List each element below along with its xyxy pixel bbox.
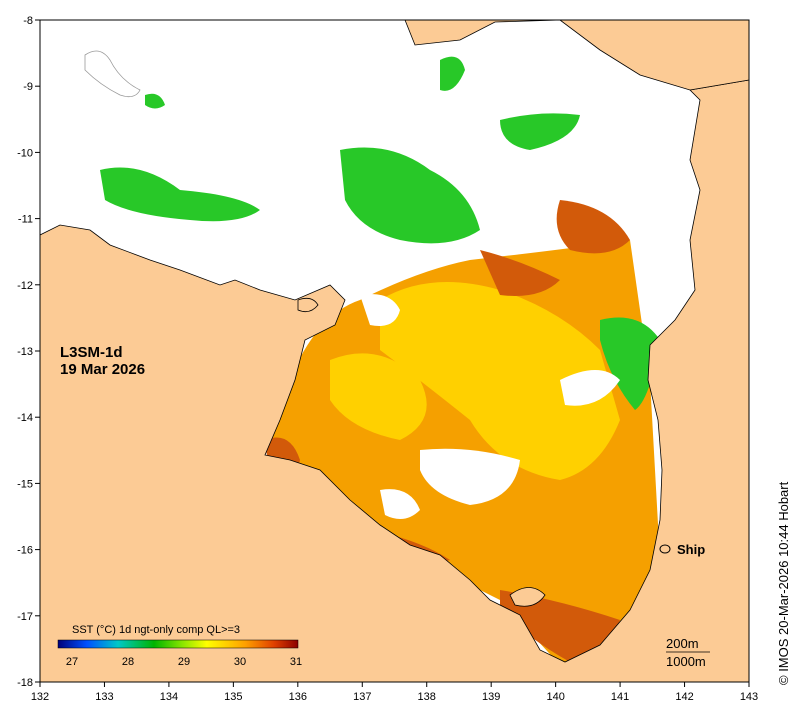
sst-mild-region-west — [330, 353, 427, 440]
no-data-hole-1 — [360, 294, 400, 326]
y-tick-label: -15 — [17, 478, 33, 490]
y-tick-label: -17 — [17, 611, 33, 623]
x-tick-label: 139 — [482, 691, 500, 703]
island-outline-tanimbar — [84, 50, 141, 98]
land-new-guinea — [404, 20, 749, 91]
contour-label-1000m: 1000m — [666, 654, 706, 669]
colorbar-ticks: 27 28 29 30 31 — [66, 656, 302, 668]
x-tick-label: 142 — [675, 691, 693, 703]
colorbar-tick-label: 29 — [178, 656, 190, 668]
sst-cool-northwest — [100, 167, 260, 222]
colorbar-title: SST (°C) 1d ngt-only comp QL>=3 — [72, 624, 240, 636]
x-tick-label: 143 — [740, 691, 758, 703]
y-tick-label: -18 — [17, 677, 33, 689]
sst-cool-north — [340, 147, 480, 244]
colorbar-tick-label: 30 — [234, 656, 246, 668]
date-label: 19 Mar 2026 — [60, 361, 145, 378]
map-layers — [40, 20, 749, 682]
sst-mild-region — [380, 282, 620, 480]
x-tick-label: 132 — [31, 691, 49, 703]
colorbar-tick-label: 31 — [290, 656, 302, 668]
x-tick-label: 137 — [353, 691, 371, 703]
y-tick-label: -13 — [17, 346, 33, 358]
ship-label: Ship — [677, 542, 705, 557]
x-tick-label: 138 — [418, 691, 436, 703]
land-mornington-island — [509, 587, 546, 607]
product-label: L3SM-1d — [60, 344, 123, 361]
no-data-hole-4 — [560, 370, 620, 406]
x-tick-label: 136 — [289, 691, 307, 703]
timor-outline — [40, 20, 140, 35]
colorbar-tick-label: 27 — [66, 656, 78, 668]
x-axis: 132 133 134 135 136 137 138 139 140 141 142 143 — [31, 682, 758, 703]
x-tick-label: 140 — [546, 691, 564, 703]
y-tick-label: -11 — [18, 214, 33, 226]
sst-field — [100, 56, 660, 662]
x-tick-label: 141 — [611, 691, 629, 703]
colorbar-tick-label: 28 — [122, 656, 134, 668]
y-axis: -8 -9 -10 -11 -12 -13 -14 -15 -16 -17 -18 — [17, 15, 40, 689]
sst-cool-east — [600, 317, 660, 410]
land-small-island — [297, 297, 319, 313]
sst-cool-patch-3 — [145, 93, 165, 109]
ship-marker-icon — [659, 544, 671, 554]
y-tick-label: -14 — [17, 412, 33, 424]
y-tick-label: -8 — [23, 15, 33, 27]
y-tick-label: -10 — [17, 147, 33, 159]
y-tick-label: -12 — [17, 280, 33, 292]
sst-hot-patch — [480, 250, 560, 296]
y-tick-label: -16 — [17, 545, 33, 557]
contour-label-200m: 200m — [666, 636, 699, 651]
land-australia — [40, 79, 749, 682]
x-tick-label: 133 — [95, 691, 113, 703]
no-data-hole-2 — [420, 448, 520, 505]
no-data-hole-3 — [380, 489, 420, 519]
colorbar — [57, 639, 299, 649]
y-tick-label: -9 — [23, 81, 33, 93]
sst-cool-patch-2 — [440, 56, 465, 91]
sst-hot-northeast — [556, 200, 630, 254]
credit-label: © IMOS 20-Mar-2026 10:44 Hobart — [776, 481, 791, 685]
x-tick-label: 135 — [224, 691, 242, 703]
x-tick-label: 134 — [160, 691, 178, 703]
sst-hot-south — [500, 590, 620, 662]
sst-cool-patch-1 — [500, 113, 580, 150]
